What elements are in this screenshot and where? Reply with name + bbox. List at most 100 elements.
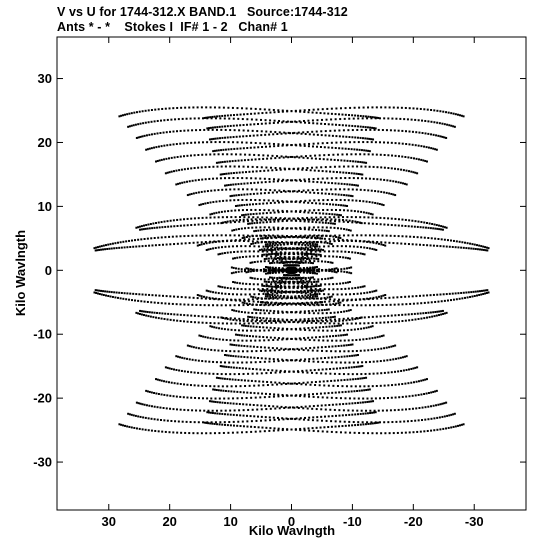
uv-point — [374, 411, 377, 414]
uv-point — [286, 295, 289, 298]
uv-point — [347, 344, 350, 347]
uv-point — [300, 347, 303, 350]
uv-point — [233, 373, 236, 376]
uv-point — [258, 329, 261, 332]
uv-point — [287, 131, 290, 134]
uv-point — [230, 209, 233, 212]
uv-point — [241, 236, 244, 239]
uv-point — [93, 247, 96, 250]
uv-point — [289, 264, 292, 267]
uv-point — [235, 344, 238, 347]
uv-point — [379, 360, 382, 363]
uv-point — [201, 216, 204, 219]
uv-point — [369, 325, 372, 328]
uv-point — [265, 216, 268, 219]
uv-point — [371, 385, 374, 388]
uv-point — [354, 220, 357, 223]
uv-point — [307, 317, 310, 320]
uv-point — [341, 425, 344, 428]
uv-point — [250, 177, 253, 180]
uv-point — [334, 334, 337, 337]
uv-point — [285, 179, 288, 182]
uv-point — [339, 350, 342, 353]
uv-point — [318, 270, 321, 273]
uv-point — [232, 424, 235, 427]
uv-point — [339, 118, 342, 121]
uv-point — [294, 418, 297, 421]
uv-point — [411, 143, 414, 146]
uv-point — [348, 366, 351, 369]
uv-point — [209, 315, 212, 318]
uv-point — [297, 277, 300, 280]
uv-point — [439, 428, 442, 431]
uv-point — [239, 153, 242, 156]
uv-point — [327, 415, 330, 418]
uv-point — [320, 248, 323, 251]
uv-point — [333, 222, 336, 225]
uv-point — [330, 379, 333, 382]
uv-point — [325, 312, 328, 315]
uv-point — [157, 301, 160, 304]
uv-point — [202, 242, 205, 245]
uv-point — [377, 128, 380, 131]
uv-point — [252, 288, 255, 291]
uv-point — [326, 296, 329, 299]
uv-point — [307, 281, 310, 284]
uv-point — [294, 267, 297, 270]
uv-point — [306, 321, 309, 324]
uv-point — [381, 234, 384, 237]
uv-point — [371, 240, 374, 243]
uv-point — [321, 269, 324, 272]
uv-point — [224, 128, 227, 131]
uv-point — [460, 291, 463, 294]
uv-point — [179, 129, 182, 132]
uv-point — [425, 160, 428, 163]
uv-point — [210, 421, 213, 424]
uv-point — [359, 173, 362, 176]
uv-point — [263, 289, 266, 292]
uv-point — [410, 156, 413, 159]
uv-point — [338, 318, 341, 321]
uv-point — [308, 319, 311, 322]
uv-point — [298, 189, 301, 192]
uv-point — [335, 236, 338, 239]
uv-point — [435, 314, 438, 317]
uv-point — [197, 191, 200, 194]
uv-point — [246, 414, 249, 417]
uv-point — [367, 422, 370, 425]
uv-point — [324, 221, 327, 224]
uv-point — [244, 270, 247, 273]
uv-point — [243, 379, 246, 382]
uv-point — [404, 295, 407, 298]
uv-point — [441, 402, 444, 405]
uv-point — [298, 257, 301, 260]
uv-point — [425, 378, 428, 381]
uv-point — [338, 372, 341, 375]
uv-point — [226, 160, 229, 163]
uv-point — [304, 347, 307, 350]
uv-point — [233, 287, 236, 290]
uv-point — [122, 240, 125, 243]
uv-point — [308, 180, 311, 183]
uv-point — [307, 252, 310, 255]
uv-point — [363, 161, 366, 164]
uv-point — [244, 227, 247, 230]
uv-point — [287, 348, 290, 351]
uv-point — [242, 147, 245, 150]
uv-point — [226, 220, 229, 223]
uv-point — [186, 344, 189, 347]
uv-point — [247, 165, 250, 168]
uv-point — [217, 285, 220, 288]
uv-point — [247, 268, 250, 271]
uv-point — [289, 241, 292, 244]
uv-point — [304, 155, 307, 158]
uv-point — [290, 328, 293, 331]
uv-point — [278, 349, 281, 352]
uv-point — [249, 261, 252, 264]
uv-point — [326, 107, 329, 110]
uv-point — [313, 369, 316, 372]
uv-point — [242, 124, 245, 127]
uv-point — [307, 211, 310, 214]
uv-point — [147, 121, 150, 124]
uv-point — [295, 155, 298, 158]
